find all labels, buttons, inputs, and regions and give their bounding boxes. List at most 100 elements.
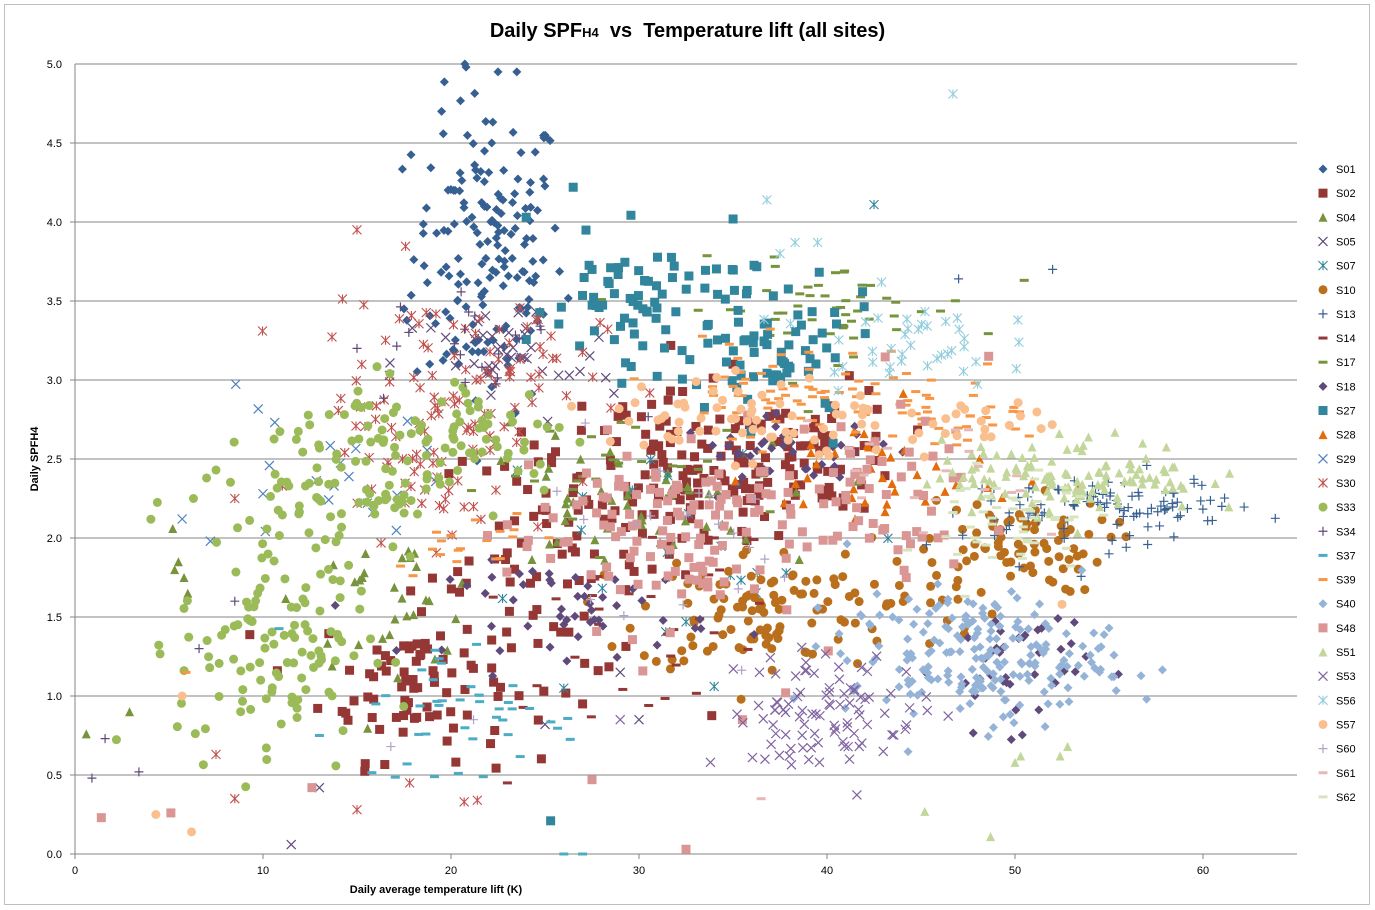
data-point	[462, 277, 472, 287]
data-point	[1006, 735, 1016, 745]
data-point	[714, 469, 724, 479]
data-point	[511, 437, 522, 448]
data-point	[1097, 515, 1107, 525]
data-point	[686, 434, 696, 444]
data-point	[292, 603, 302, 613]
data-point	[870, 420, 880, 430]
data-point	[562, 508, 572, 518]
data-point	[754, 667, 765, 678]
data-point	[1135, 508, 1145, 518]
data-point	[868, 518, 878, 528]
data-point	[260, 573, 270, 583]
data-point	[976, 653, 986, 663]
data-point	[606, 460, 616, 470]
data-point	[754, 601, 764, 605]
data-point	[941, 622, 951, 632]
data-point	[711, 510, 721, 520]
data-point	[809, 588, 819, 598]
data-point	[869, 579, 879, 589]
data-point	[500, 461, 510, 471]
data-point	[325, 440, 336, 451]
data-point	[427, 573, 437, 583]
data-point	[821, 690, 832, 701]
data-point	[1015, 625, 1025, 635]
data-point	[817, 328, 827, 338]
data-point	[896, 472, 906, 482]
data-point	[640, 470, 650, 480]
data-point	[711, 264, 721, 274]
data-point	[468, 320, 478, 330]
data-point	[1111, 686, 1121, 696]
data-point	[627, 635, 637, 645]
data-point	[768, 432, 778, 442]
data-point	[293, 426, 303, 436]
data-point	[884, 368, 895, 379]
data-point	[423, 434, 433, 444]
data-point	[651, 281, 661, 291]
legend-marker	[1318, 164, 1328, 174]
data-point	[405, 552, 415, 562]
data-point	[1018, 525, 1028, 529]
x-tick-label: 0	[72, 865, 78, 877]
data-point	[972, 528, 982, 538]
data-point	[681, 617, 691, 627]
data-point	[542, 422, 552, 432]
data-point	[263, 549, 273, 559]
data-point	[476, 292, 486, 302]
data-point	[468, 663, 478, 673]
data-point	[677, 646, 687, 656]
data-point	[932, 570, 942, 580]
data-point	[862, 719, 873, 730]
data-point	[814, 267, 824, 277]
data-point	[534, 369, 544, 379]
data-point	[353, 386, 363, 396]
data-point	[391, 712, 401, 722]
data-point	[544, 539, 554, 549]
data-point	[959, 333, 970, 344]
data-point	[749, 538, 759, 542]
data-point	[493, 240, 503, 250]
data-point	[716, 494, 726, 504]
data-point	[557, 549, 567, 559]
data-point	[600, 372, 611, 383]
data-point	[482, 466, 492, 476]
data-point	[897, 411, 907, 415]
data-point	[620, 257, 630, 267]
data-point	[538, 255, 548, 265]
data-point	[963, 633, 973, 643]
legend-label: S05	[1336, 236, 1356, 248]
legend-marker	[1318, 526, 1328, 536]
data-point	[709, 536, 719, 540]
data-point	[614, 461, 624, 465]
data-point	[324, 687, 334, 697]
data-point	[547, 458, 557, 468]
data-point	[890, 486, 900, 496]
data-point	[739, 381, 749, 385]
data-point	[347, 436, 357, 446]
data-point	[1011, 462, 1021, 472]
data-point	[654, 441, 664, 451]
data-point	[1041, 644, 1051, 654]
data-point	[703, 425, 713, 435]
data-point	[691, 377, 701, 387]
data-point	[416, 649, 426, 659]
data-point	[746, 571, 756, 581]
data-point	[827, 491, 837, 501]
data-point	[718, 395, 728, 405]
data-point	[828, 438, 838, 448]
data-point	[1012, 474, 1022, 478]
data-point	[406, 310, 417, 321]
data-point	[341, 708, 351, 718]
data-point	[442, 736, 452, 746]
data-point	[629, 377, 639, 381]
data-point	[451, 757, 461, 767]
y-tick-label: 3.5	[47, 296, 62, 308]
data-point	[1127, 491, 1137, 501]
data-point	[674, 417, 684, 427]
data-point	[487, 663, 497, 673]
data-point	[985, 476, 995, 486]
data-point	[833, 335, 844, 345]
data-point	[986, 619, 996, 629]
data-point	[328, 575, 338, 585]
data-point	[809, 423, 819, 433]
